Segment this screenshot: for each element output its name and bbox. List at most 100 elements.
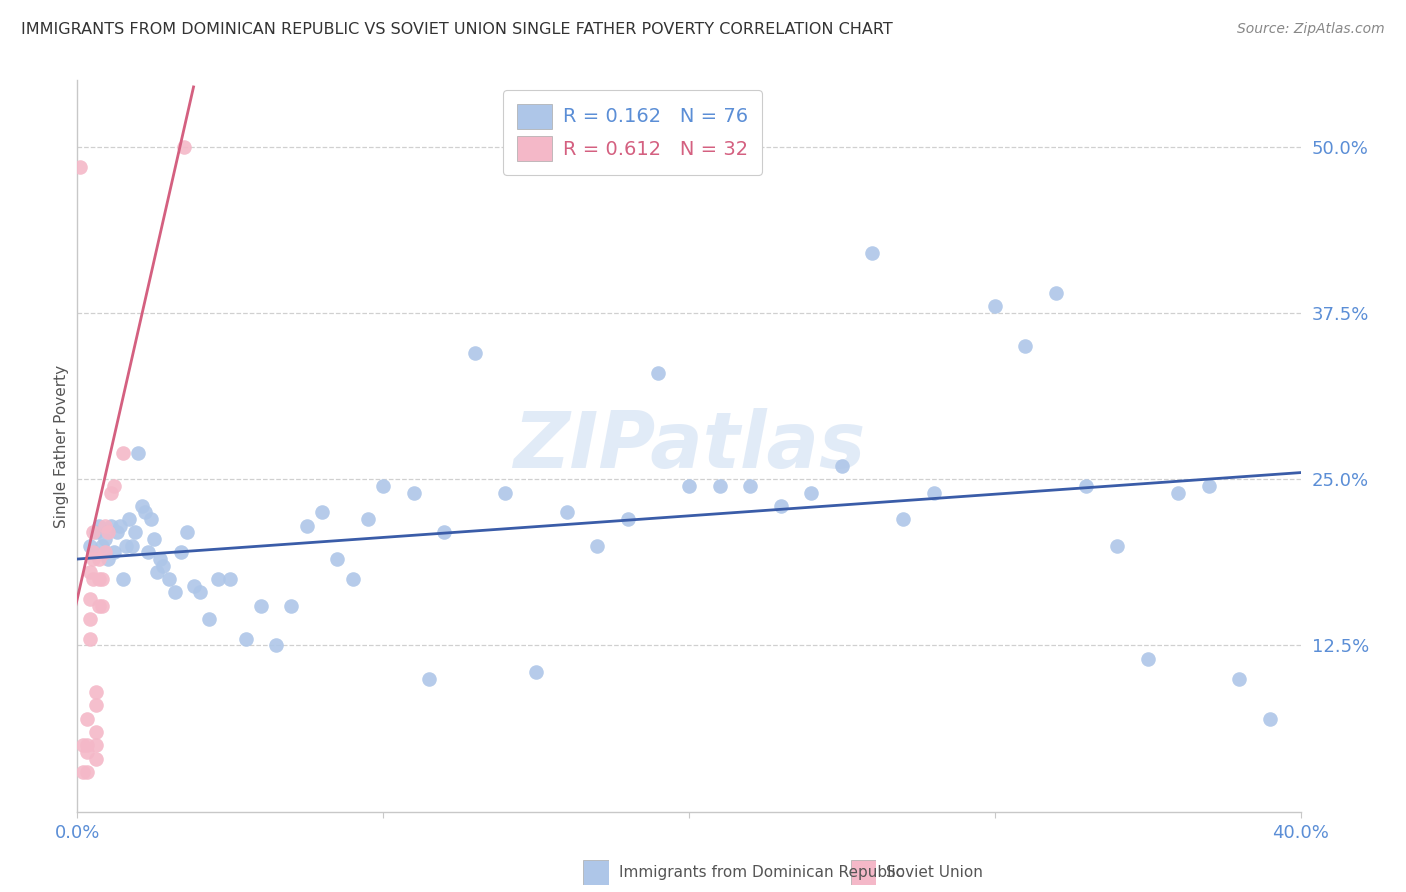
Point	[891, 512, 914, 526]
Point	[100, 518, 122, 533]
Text: IMMIGRANTS FROM DOMINICAN REPUBLIC VS SOVIET UNION SINGLE FATHER POVERTY CORRELA: IMMIGRANTS FROM DOMINICAN REPUBLIC VS SO…	[21, 22, 893, 37]
Point	[342, 572, 364, 586]
Point	[79, 566, 101, 580]
Point	[82, 545, 104, 559]
Y-axis label: Single Father Poverty: Single Father Poverty	[53, 365, 69, 527]
Point	[1045, 286, 1067, 301]
Text: Immigrants from Dominican Republic: Immigrants from Dominican Republic	[619, 865, 904, 880]
Point	[524, 665, 547, 679]
Point	[922, 485, 945, 500]
Point	[198, 612, 221, 626]
Point	[326, 552, 349, 566]
Point	[94, 518, 117, 533]
Point	[76, 764, 98, 779]
Point	[647, 366, 669, 380]
Point	[112, 572, 135, 586]
Point	[87, 552, 110, 566]
Point	[170, 545, 193, 559]
Point	[1167, 485, 1189, 500]
Point	[142, 532, 165, 546]
Point	[84, 698, 107, 713]
Point	[134, 506, 156, 520]
Point	[82, 552, 104, 566]
Text: Source: ZipAtlas.com: Source: ZipAtlas.com	[1237, 22, 1385, 37]
Point	[87, 572, 110, 586]
Point	[84, 751, 107, 765]
Point	[79, 539, 101, 553]
Point	[82, 545, 104, 559]
Point	[82, 525, 104, 540]
Point	[1198, 479, 1220, 493]
Point	[84, 738, 107, 752]
Point	[371, 479, 394, 493]
Point	[617, 512, 640, 526]
Point	[118, 512, 141, 526]
Legend: R = 0.162   N = 76, R = 0.612   N = 32: R = 0.162 N = 76, R = 0.612 N = 32	[503, 90, 762, 175]
Point	[678, 479, 700, 493]
Point	[984, 299, 1007, 313]
Point	[176, 525, 198, 540]
Point	[1107, 539, 1129, 553]
Point	[84, 725, 107, 739]
Point	[112, 445, 135, 459]
Point	[146, 566, 169, 580]
Point	[235, 632, 257, 646]
Point	[69, 160, 91, 174]
Text: Soviet Union: Soviet Union	[886, 865, 983, 880]
Point	[90, 599, 112, 613]
Point	[1258, 712, 1281, 726]
Point	[94, 545, 117, 559]
Point	[84, 685, 107, 699]
Point	[94, 532, 117, 546]
Point	[831, 458, 853, 473]
Point	[207, 572, 229, 586]
Point	[87, 599, 110, 613]
Point	[97, 552, 120, 566]
Point	[188, 585, 211, 599]
Point	[124, 525, 146, 540]
Point	[862, 246, 884, 260]
Point	[1076, 479, 1098, 493]
Point	[740, 479, 762, 493]
Point	[100, 485, 122, 500]
Point	[72, 764, 94, 779]
Point	[131, 499, 153, 513]
Point	[433, 525, 456, 540]
Text: ZIPatlas: ZIPatlas	[513, 408, 865, 484]
Point	[136, 545, 159, 559]
Point	[311, 506, 333, 520]
Point	[157, 572, 180, 586]
Point	[115, 539, 138, 553]
Point	[105, 525, 128, 540]
Point	[84, 525, 107, 540]
Point	[1014, 339, 1036, 353]
Point	[79, 632, 101, 646]
Point	[79, 591, 101, 606]
Point	[90, 539, 112, 553]
Point	[357, 512, 380, 526]
Point	[165, 585, 187, 599]
Point	[402, 485, 425, 500]
Point	[103, 479, 125, 493]
Point	[495, 485, 517, 500]
Point	[108, 518, 131, 533]
Point	[76, 745, 98, 759]
Point	[76, 712, 98, 726]
Point	[76, 738, 98, 752]
Point	[250, 599, 273, 613]
Point	[183, 579, 205, 593]
Point	[219, 572, 242, 586]
Point	[555, 506, 578, 520]
Point	[82, 572, 104, 586]
Point	[1136, 652, 1159, 666]
Point	[152, 558, 174, 573]
Point	[418, 672, 440, 686]
Point	[464, 346, 486, 360]
Point	[127, 445, 149, 459]
Point	[295, 518, 318, 533]
Point	[72, 738, 94, 752]
Point	[139, 512, 162, 526]
Point	[97, 525, 120, 540]
Point	[586, 539, 609, 553]
Point	[90, 572, 112, 586]
